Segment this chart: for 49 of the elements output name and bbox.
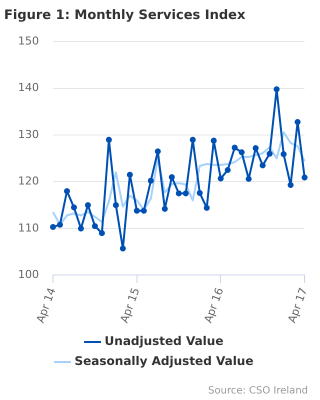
- point: [70, 204, 77, 210]
- point: [106, 136, 112, 143]
- point: [280, 151, 287, 158]
- point: [140, 208, 147, 214]
- legend-label: Seasonally Adjusted Value: [74, 354, 254, 368]
- point: [64, 188, 70, 194]
- point: [232, 144, 238, 151]
- point: [288, 182, 294, 188]
- point: [196, 190, 203, 196]
- x-tick-label: Apr 15: [118, 286, 142, 325]
- point: [126, 172, 133, 178]
- point: [238, 149, 245, 156]
- point: [210, 138, 217, 144]
- point: [294, 118, 301, 125]
- point: [92, 223, 98, 230]
- point: [266, 150, 273, 157]
- x-tick-label: Apr 16: [202, 286, 226, 325]
- point: [224, 167, 231, 174]
- point: [120, 246, 126, 252]
- y-tick-label: 120: [18, 174, 39, 188]
- point: [274, 86, 280, 92]
- y-tick-label: 130: [18, 128, 39, 141]
- point: [50, 224, 56, 230]
- y-tick-label: 150: [18, 34, 39, 48]
- point: [112, 202, 119, 208]
- point: [168, 174, 175, 180]
- point: [148, 178, 154, 184]
- point: [302, 174, 308, 181]
- point: [176, 190, 182, 196]
- legend-label: Unadjusted Value: [104, 334, 224, 348]
- point: [190, 136, 196, 143]
- y-tick-label: 100: [18, 268, 39, 282]
- x-tick-label: Apr 14: [34, 286, 58, 325]
- x-tick-label: Apr 17: [285, 286, 310, 325]
- point: [218, 175, 224, 182]
- point: [56, 222, 63, 228]
- point: [98, 230, 105, 236]
- point: [204, 204, 210, 211]
- source-note: Source: CSO Ireland: [208, 386, 308, 397]
- point: [162, 206, 168, 212]
- y-tick-label: 110: [18, 221, 39, 234]
- point: [154, 148, 161, 154]
- point: [246, 176, 252, 182]
- chart-title: Figure 1: Monthly Services Index: [4, 8, 246, 24]
- point: [182, 190, 189, 196]
- point: [260, 162, 266, 168]
- point: [252, 145, 259, 152]
- point: [134, 208, 140, 214]
- y-tick-label: 140: [18, 81, 39, 94]
